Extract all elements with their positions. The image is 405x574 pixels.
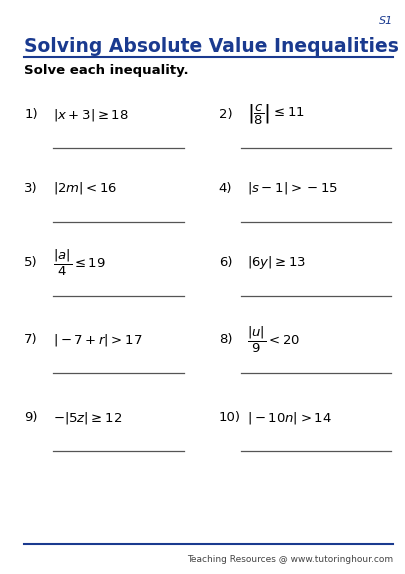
Text: 9): 9) xyxy=(24,412,38,424)
Text: 4): 4) xyxy=(219,182,232,195)
Text: $-| 5z | \geq 12$: $-| 5z | \geq 12$ xyxy=(53,410,122,426)
Text: Solving Absolute Value Inequalities: Solving Absolute Value Inequalities xyxy=(24,37,399,56)
Text: Solve each inequality.: Solve each inequality. xyxy=(24,64,189,77)
Text: $| 6y | \geq 13$: $| 6y | \geq 13$ xyxy=(247,254,306,272)
Text: $\left|\dfrac{c}{8}\right| \leq 11$: $\left|\dfrac{c}{8}\right| \leq 11$ xyxy=(247,103,305,127)
Text: $| 2m | < 16$: $| 2m | < 16$ xyxy=(53,180,117,196)
Text: $| -10n | > 14$: $| -10n | > 14$ xyxy=(247,410,332,426)
Text: $| x + 3 | \geq 18$: $| x + 3 | \geq 18$ xyxy=(53,107,128,123)
Text: 5): 5) xyxy=(24,257,38,269)
Text: 6): 6) xyxy=(219,257,232,269)
Text: 1): 1) xyxy=(24,108,38,121)
Text: 2): 2) xyxy=(219,108,232,121)
Text: 10): 10) xyxy=(219,412,241,424)
Text: $| s - 1 | > -15$: $| s - 1 | > -15$ xyxy=(247,180,338,196)
Text: $\dfrac{|a|}{4} \leq 19$: $\dfrac{|a|}{4} \leq 19$ xyxy=(53,248,106,278)
Text: 3): 3) xyxy=(24,182,38,195)
Text: $| -7 + r | > 17$: $| -7 + r | > 17$ xyxy=(53,332,142,348)
Text: 7): 7) xyxy=(24,333,38,346)
Text: 8): 8) xyxy=(219,333,232,346)
Text: Teaching Resources @ www.tutoringhour.com: Teaching Resources @ www.tutoringhour.co… xyxy=(187,555,393,564)
Text: S1: S1 xyxy=(379,16,393,26)
Text: $\dfrac{|u|}{9} < 20$: $\dfrac{|u|}{9} < 20$ xyxy=(247,325,300,355)
